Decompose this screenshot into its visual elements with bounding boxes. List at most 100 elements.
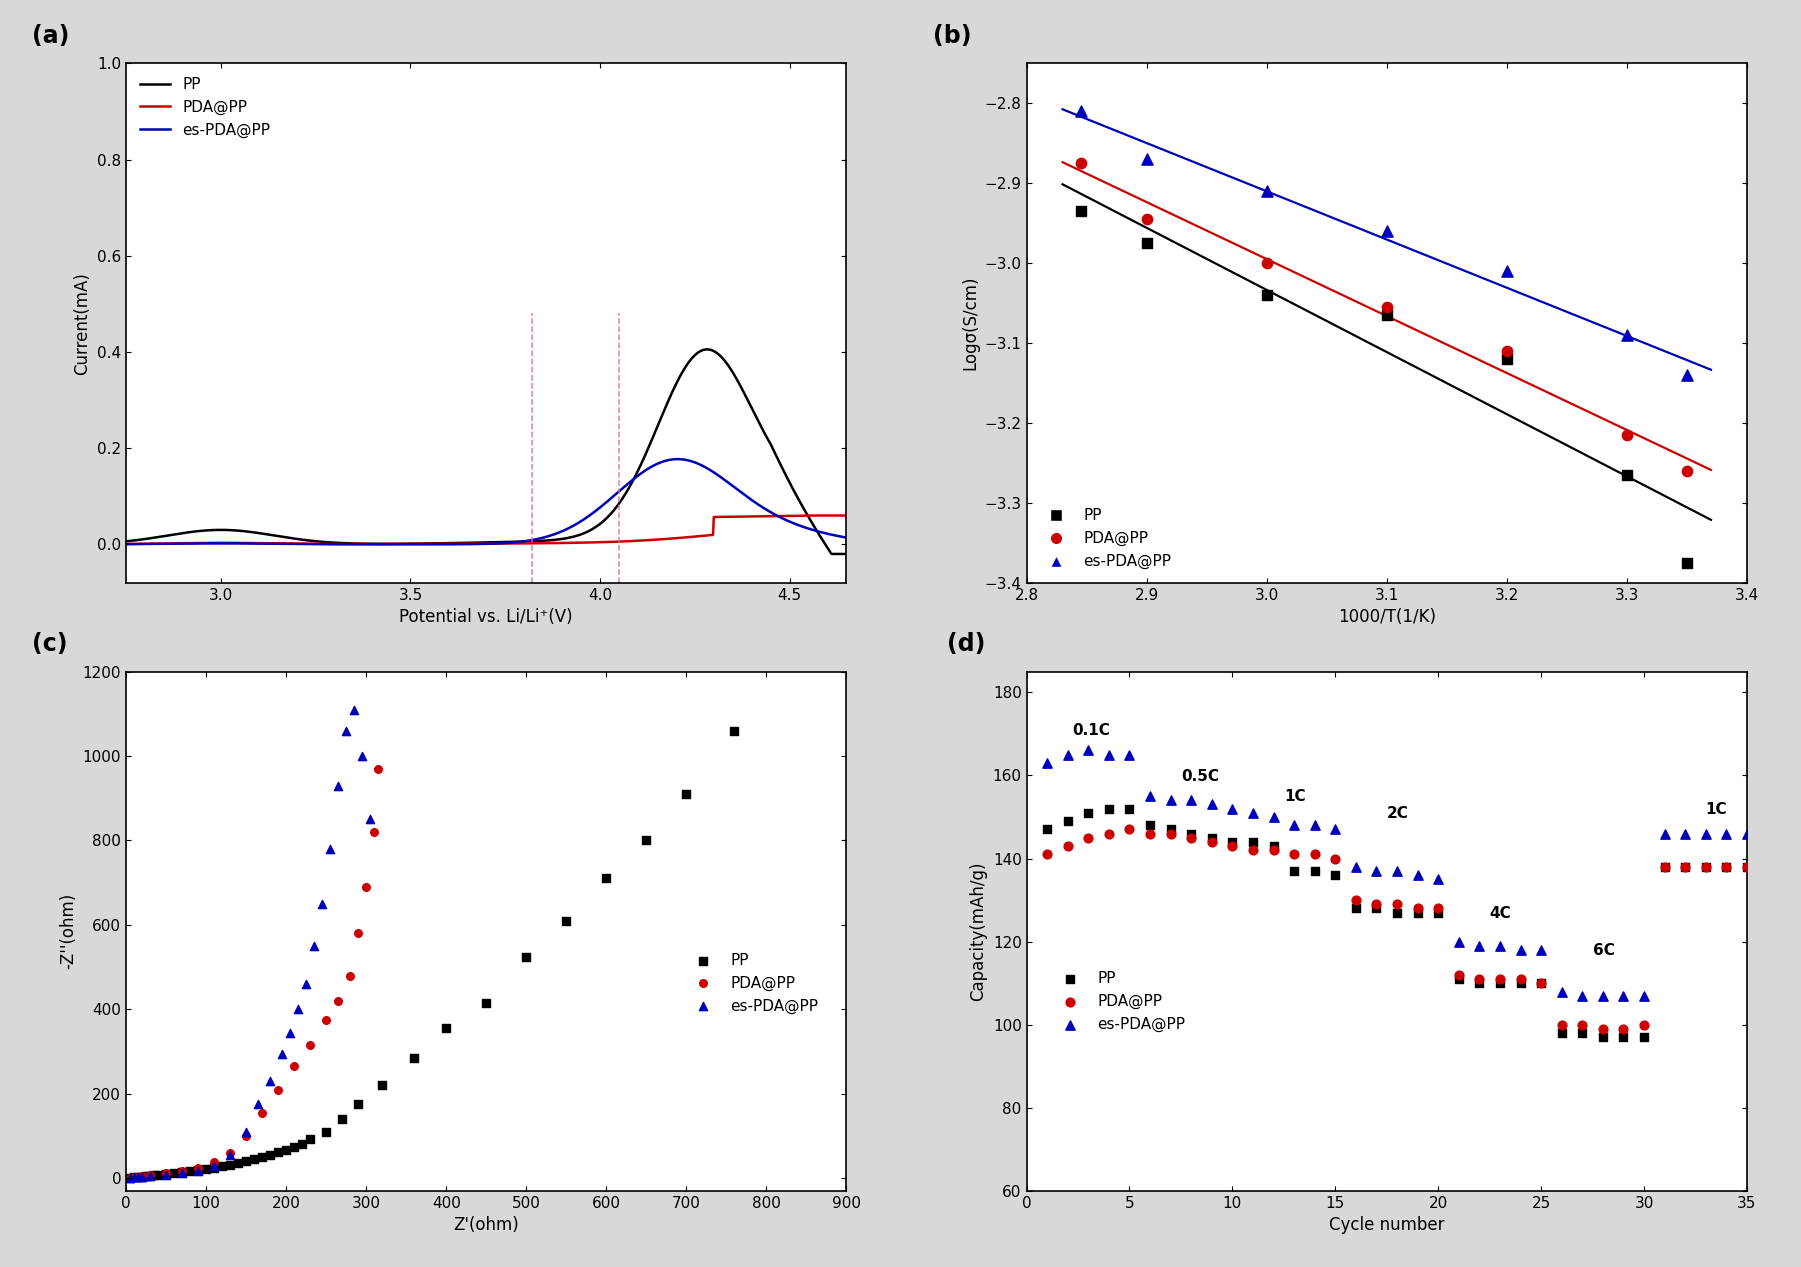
- PP: [295, 1129, 324, 1149]
- PP: [140, 1166, 169, 1186]
- PDA@PP: [335, 965, 364, 986]
- PDA@PP: [364, 759, 393, 779]
- PP: [124, 1167, 153, 1187]
- PP: [240, 1149, 268, 1169]
- Legend: PP, PDA@PP, es-PDA@PP: PP, PDA@PP, es-PDA@PP: [681, 946, 825, 1020]
- PP: [249, 1147, 277, 1167]
- Point: [1493, 341, 1522, 361]
- PP: [1671, 856, 1700, 877]
- es-PDA@PP: [1608, 986, 1637, 1006]
- Text: 0.1C: 0.1C: [1072, 723, 1109, 737]
- PP: [1630, 1028, 1659, 1048]
- PDA@PP: [351, 536, 373, 551]
- es-PDA@PP: [394, 537, 416, 552]
- PDA@PP: [1198, 831, 1226, 851]
- PP: [593, 868, 621, 888]
- PP: [432, 1019, 461, 1039]
- PDA@PP: [151, 1163, 180, 1183]
- es-PDA@PP: [115, 536, 137, 551]
- PDA@PP: [1444, 964, 1473, 984]
- PDA@PP: [1733, 856, 1761, 877]
- PDA@PP: [1217, 836, 1246, 856]
- PP: [1259, 836, 1288, 856]
- es-PDA@PP: [324, 775, 353, 796]
- es-PDA@PP: [1464, 935, 1493, 955]
- PDA@PP: [1383, 895, 1412, 915]
- PDA@PP: [1486, 969, 1515, 990]
- PP: [167, 1162, 196, 1182]
- es-PDA@PP: [692, 459, 713, 474]
- PDA@PP: [1054, 836, 1082, 856]
- es-PDA@PP: [189, 536, 211, 551]
- PDA@PP: [232, 1126, 261, 1147]
- es-PDA@PP: [1506, 940, 1534, 960]
- PDA@PP: [1630, 1015, 1659, 1035]
- Point: [1372, 305, 1401, 326]
- PDA@PP: [312, 1010, 340, 1030]
- PP: [1115, 798, 1144, 818]
- PP: [279, 1136, 308, 1157]
- PP: [720, 721, 749, 741]
- PP: [344, 1095, 373, 1115]
- es-PDA@PP: [1136, 786, 1165, 806]
- X-axis label: Potential vs. Li/Li⁺(V): Potential vs. Li/Li⁺(V): [400, 608, 573, 626]
- es-PDA@PP: [232, 1121, 261, 1142]
- PDA@PP: [351, 877, 380, 897]
- PP: [184, 1159, 213, 1180]
- es-PDA@PP: [611, 481, 632, 497]
- Line: PDA@PP: PDA@PP: [126, 516, 846, 544]
- PP: [611, 493, 632, 508]
- PP: [1320, 865, 1349, 886]
- es-PDA@PP: [1342, 856, 1371, 877]
- es-PDA@PP: [1259, 807, 1288, 827]
- es-PDA@PP: [1383, 860, 1412, 881]
- es-PDA@PP: [292, 974, 321, 995]
- PP: [288, 1134, 317, 1154]
- PDA@PP: [1320, 849, 1349, 869]
- es-PDA@PP: [1239, 803, 1268, 824]
- PP: [1032, 820, 1061, 840]
- es-PDA@PP: [340, 699, 369, 720]
- PP: [1198, 827, 1226, 848]
- es-PDA@PP: [1281, 815, 1309, 835]
- es-PDA@PP: [128, 1167, 157, 1187]
- PP: [1608, 1028, 1637, 1048]
- es-PDA@PP: [357, 810, 385, 830]
- PP: [1506, 973, 1534, 993]
- PDA@PP: [115, 1168, 144, 1188]
- PDA@PP: [1650, 856, 1679, 877]
- Point: [1673, 461, 1702, 481]
- PDA@PP: [189, 536, 211, 551]
- es-PDA@PP: [1527, 940, 1556, 960]
- PDA@PP: [1300, 844, 1329, 864]
- Text: (b): (b): [933, 24, 971, 48]
- PDA@PP: [200, 1152, 229, 1172]
- Line: PP: PP: [126, 350, 846, 554]
- es-PDA@PP: [1630, 986, 1659, 1006]
- Y-axis label: Current(mA): Current(mA): [74, 271, 92, 375]
- es-PDA@PP: [268, 1044, 297, 1064]
- Text: 0.5C: 0.5C: [1181, 769, 1219, 784]
- Point: [1673, 552, 1702, 573]
- Point: [1493, 348, 1522, 369]
- PDA@PP: [344, 924, 373, 944]
- Point: [1493, 261, 1522, 281]
- es-PDA@PP: [135, 1166, 164, 1186]
- Point: [1066, 201, 1095, 222]
- PDA@PP: [1259, 840, 1288, 860]
- PDA@PP: [1464, 969, 1493, 990]
- PDA@PP: [167, 1161, 196, 1181]
- PP: [1136, 815, 1165, 835]
- Y-axis label: Capacity(mAh/g): Capacity(mAh/g): [969, 862, 987, 1001]
- PP: [200, 1158, 229, 1178]
- es-PDA@PP: [331, 721, 360, 741]
- PP: [1569, 1022, 1597, 1043]
- PDA@PP: [1608, 1019, 1637, 1039]
- PP: [1588, 1028, 1617, 1048]
- PP: [1342, 898, 1371, 919]
- es-PDA@PP: [115, 1168, 144, 1188]
- es-PDA@PP: [1176, 791, 1205, 811]
- PP: [191, 1159, 220, 1180]
- es-PDA@PP: [151, 1164, 180, 1185]
- Point: [1673, 365, 1702, 385]
